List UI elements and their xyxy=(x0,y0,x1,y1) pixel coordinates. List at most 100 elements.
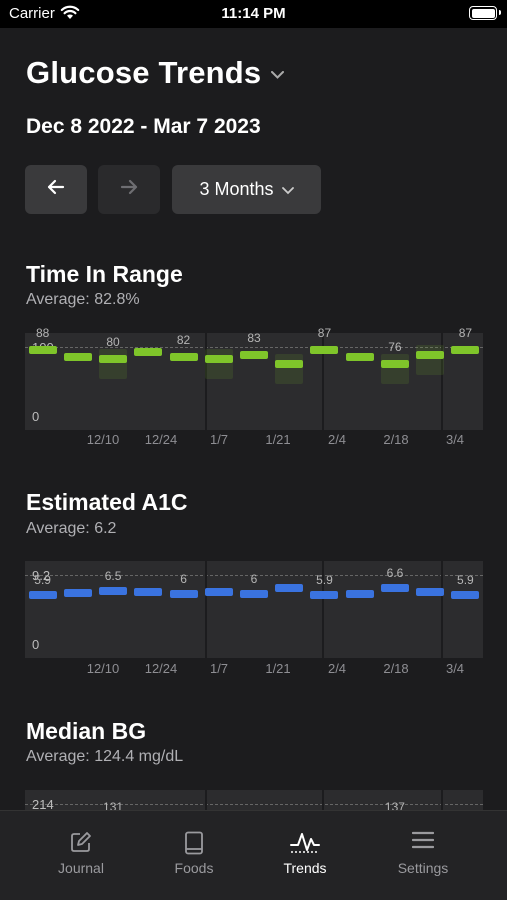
data-bar[interactable] xyxy=(204,587,233,596)
data-label: 6 xyxy=(180,572,187,587)
y-axis-max-label: 214 xyxy=(32,797,54,812)
data-bar[interactable] xyxy=(416,587,445,596)
median-bg-title: Median BG xyxy=(26,718,147,744)
carrier-label: Carrier xyxy=(9,5,55,22)
data-bar[interactable] xyxy=(63,589,92,597)
wifi-icon xyxy=(60,5,80,25)
tab-foods-label: Foods xyxy=(174,860,214,876)
estimated-a1c-x-axis: 12/10 12/24 1/7 1/21 2/4 2/18 3/4 xyxy=(25,661,483,677)
x-axis-label: 1/7 xyxy=(209,661,229,676)
data-bar[interactable] xyxy=(380,584,409,593)
range-band xyxy=(99,349,128,380)
x-axis-label: 1/21 xyxy=(265,432,291,447)
tab-journal[interactable]: Journal xyxy=(18,811,144,891)
data-label: 82 xyxy=(176,333,191,347)
range-dropdown[interactable]: 3 Months xyxy=(172,165,321,214)
clock: 11:14 PM xyxy=(221,5,286,22)
data-label: 5.9 xyxy=(316,573,333,588)
y-axis-zero-label: 0 xyxy=(32,637,40,652)
x-axis-label: 2/18 xyxy=(383,661,409,676)
reference-line xyxy=(25,804,483,805)
range-band xyxy=(204,349,233,380)
data-label: 87 xyxy=(458,325,473,340)
data-bar[interactable] xyxy=(345,590,374,599)
data-bar[interactable] xyxy=(134,587,163,596)
x-axis-label: 12/24 xyxy=(144,432,178,447)
pencil-square-icon xyxy=(70,831,92,858)
period-separator xyxy=(322,561,324,658)
time-in-range-average: Average: 82.8% xyxy=(26,291,140,308)
period-separator xyxy=(322,333,324,430)
median-bg-average: Average: 124.4 mg/dL xyxy=(26,748,184,765)
data-bar[interactable] xyxy=(240,350,268,359)
data-label: 76 xyxy=(388,340,402,355)
period-separator xyxy=(205,561,207,658)
data-label: 5.9 xyxy=(457,573,474,588)
chevron-down-icon xyxy=(281,179,294,200)
time-in-range-title: Time In Range xyxy=(26,261,183,287)
x-axis-label: 12/10 xyxy=(86,432,120,447)
time-in-range-x-axis: 12/10 12/24 1/7 1/21 2/4 2/18 3/4 xyxy=(25,432,483,448)
x-axis-label: 1/21 xyxy=(265,661,291,676)
estimated-a1c-title: Estimated A1C xyxy=(26,489,188,515)
data-label: 6.5 xyxy=(104,568,122,583)
range-band xyxy=(275,354,304,385)
date-range: Dec 8 2022 - Mar 7 2023 xyxy=(26,115,261,138)
x-axis-label: 2/18 xyxy=(383,432,409,447)
data-bar[interactable] xyxy=(99,586,128,595)
data-bar[interactable] xyxy=(169,590,198,599)
range-band xyxy=(380,354,409,385)
title-selector[interactable]: Glucose Trends xyxy=(26,55,285,91)
period-separator xyxy=(441,333,443,430)
data-bar[interactable] xyxy=(310,591,339,600)
data-bar[interactable] xyxy=(134,348,163,357)
x-axis-label: 3/4 xyxy=(445,432,465,447)
data-bar[interactable] xyxy=(99,355,128,364)
tab-foods[interactable]: Foods xyxy=(131,811,257,891)
data-bar[interactable] xyxy=(380,360,409,369)
book-icon xyxy=(184,831,204,860)
data-bar[interactable] xyxy=(451,345,480,354)
x-axis-label: 3/4 xyxy=(445,661,465,676)
arrow-right-icon xyxy=(120,179,138,200)
tab-journal-label: Journal xyxy=(58,860,104,876)
data-label: 6 xyxy=(250,572,258,587)
data-bar[interactable] xyxy=(169,353,198,361)
x-axis-label: 2/4 xyxy=(327,661,347,676)
data-bar[interactable] xyxy=(345,353,374,361)
tab-trends-label: Trends xyxy=(283,860,327,876)
reference-line xyxy=(25,347,483,348)
data-bar[interactable] xyxy=(28,591,57,600)
data-bar[interactable] xyxy=(275,584,304,593)
previous-range-button[interactable] xyxy=(25,165,87,214)
page-title: Glucose Trends xyxy=(26,55,262,90)
data-bar[interactable] xyxy=(416,350,445,359)
status-bar: Carrier 11:14 PM xyxy=(0,0,507,28)
tab-settings-label: Settings xyxy=(397,860,449,876)
arrow-left-icon xyxy=(47,179,65,200)
time-in-range-chart: 100088808283877687 xyxy=(25,326,483,430)
reference-line xyxy=(25,575,483,576)
data-bar[interactable] xyxy=(28,345,57,354)
data-label: 80 xyxy=(106,335,120,350)
tab-settings[interactable]: Settings xyxy=(360,811,486,891)
data-label: 87 xyxy=(317,325,332,340)
hamburger-icon xyxy=(411,831,435,854)
estimated-a1c-chart: 9.2 0 5.9 6.5 6 6 5.9 6.6 5.9 xyxy=(25,561,483,658)
y-axis-max-label: 9.2 xyxy=(32,568,51,583)
period-separator xyxy=(441,561,443,658)
data-bar[interactable] xyxy=(451,591,480,600)
data-bar[interactable] xyxy=(275,360,304,369)
data-bar[interactable] xyxy=(240,590,268,599)
next-range-button[interactable] xyxy=(98,165,160,214)
data-bar[interactable] xyxy=(310,345,339,354)
range-dropdown-label: 3 Months xyxy=(199,179,274,199)
x-axis-label: 12/10 xyxy=(86,661,120,676)
data-label: 6.6 xyxy=(386,566,404,581)
data-bar[interactable] xyxy=(204,355,233,364)
x-axis-label: 12/24 xyxy=(144,661,178,676)
data-label: 88 xyxy=(35,325,50,340)
tab-trends[interactable]: Trends xyxy=(242,811,368,891)
data-bar[interactable] xyxy=(63,353,92,361)
x-axis-label: 1/7 xyxy=(209,432,229,447)
